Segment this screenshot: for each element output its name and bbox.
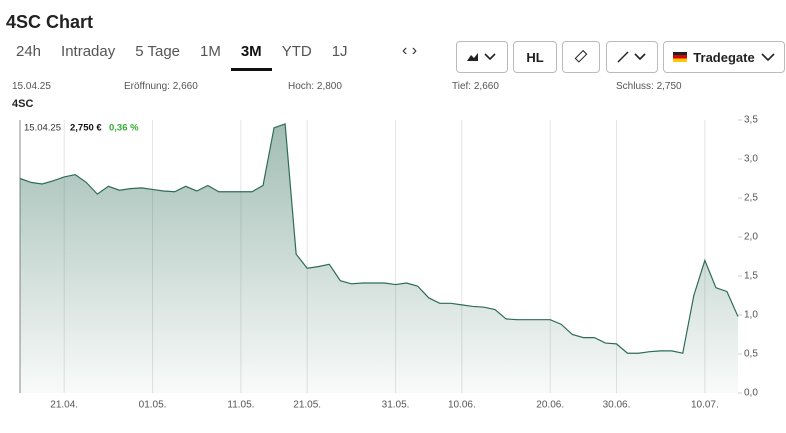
y-tick-label: 0,0 [744, 388, 758, 399]
hl-button[interactable]: HL [513, 41, 557, 73]
tab[interactable]: 3M [230, 42, 272, 71]
exchange-button[interactable]: Tradegate [663, 41, 785, 73]
title: 4SC Chart [6, 12, 94, 32]
tooltip-change: 0,36 % [109, 123, 139, 134]
y-tick-label: 3,0 [744, 154, 758, 165]
exchange: Tradegate [693, 49, 755, 65]
tab[interactable]: 1M [200, 43, 221, 60]
y-tick-label: 1,0 [744, 310, 758, 321]
tab[interactable]: 1J [331, 43, 348, 60]
info-open: Eröffnung: 2,660 [124, 81, 198, 92]
info-close: Schluss: 2,750 [616, 81, 682, 92]
y-tick-label: 2,0 [744, 232, 758, 243]
draw-button[interactable] [606, 41, 658, 73]
x-tick-label: 01.05. [139, 400, 167, 411]
y-tick-label: 1,5 [744, 271, 758, 282]
y-tick-label: 3,5 [744, 115, 758, 126]
x-tick-label: 20.06. [536, 400, 564, 411]
info-low: Tief: 2,660 [452, 81, 499, 92]
line [19, 123, 739, 354]
y-tick-label: 0,5 [744, 349, 758, 360]
info-date: 15.04.25 [12, 81, 51, 92]
tab[interactable]: 24h [16, 43, 42, 60]
tab[interactable]: YTD [281, 43, 312, 60]
x-tick-label: 30.06. [603, 400, 631, 411]
ruler-button[interactable] [562, 41, 600, 73]
tab[interactable]: Intraday [61, 43, 116, 60]
tabs: 24h Intraday 5 Tage 1M 3M YTD 1J [6, 42, 358, 71]
instrument: 4SC [12, 98, 34, 110]
x-tick-label: 10.07. [691, 400, 719, 411]
x-tick-label: 31.05. [382, 400, 410, 411]
x-tick-label: 11.05. [227, 400, 254, 411]
tab[interactable]: 5 Tage [135, 43, 180, 60]
arrows[interactable]: ‹ › [402, 42, 418, 59]
chart-type-button[interactable] [456, 41, 508, 73]
tooltip-price: 2,750 € [70, 123, 102, 134]
info-high: Hoch: 2,800 [288, 81, 342, 92]
x-tick-label: 21.05. [293, 400, 321, 411]
x-tick-label: 21.04. [50, 400, 78, 411]
y-tick-label: 2,5 [744, 193, 758, 204]
tooltip-date: 15.04.25 [24, 123, 61, 134]
x-tick-label: 10.06. [448, 400, 476, 411]
area [20, 123, 738, 394]
